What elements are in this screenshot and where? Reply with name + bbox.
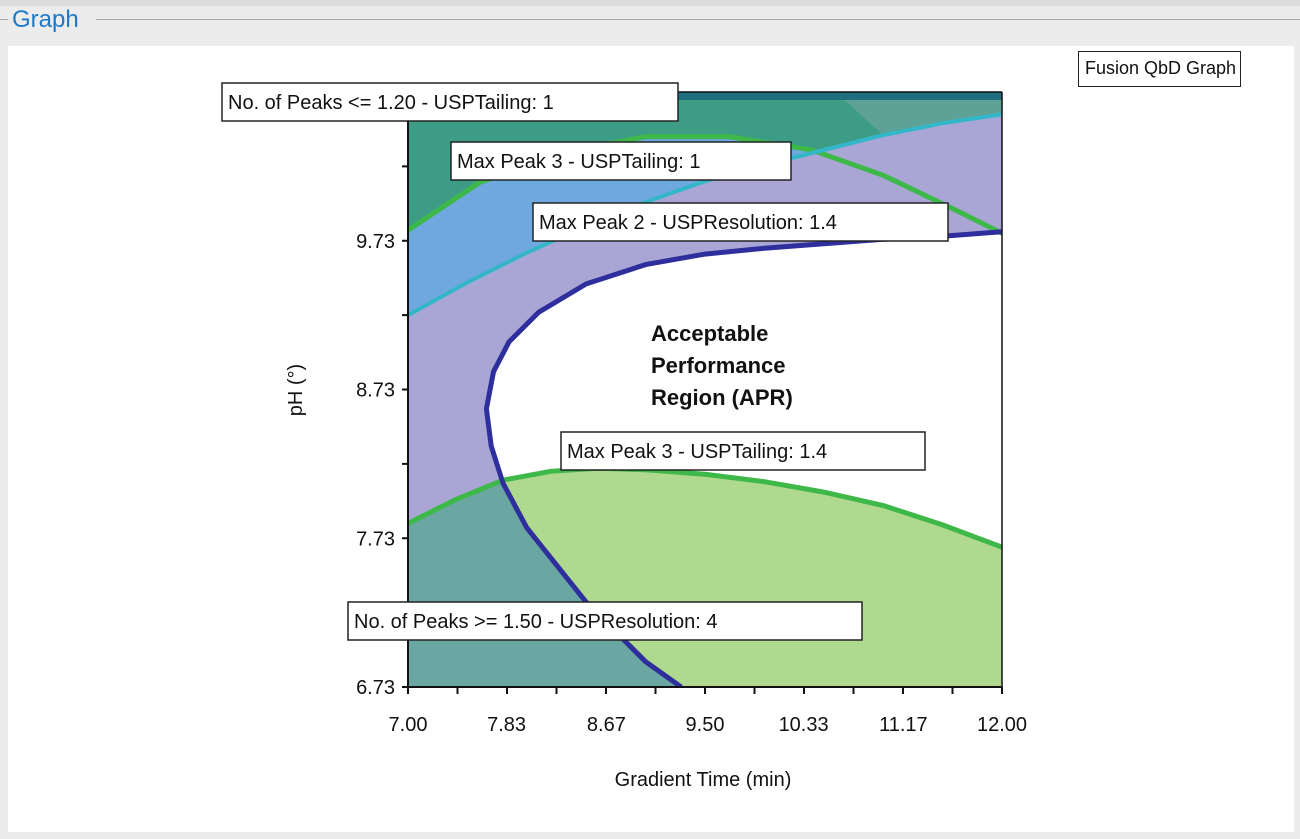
label-peaks-resolution-4: No. of Peaks >= 1.50 - USPResolution: 4 [347,601,863,641]
label-text: No. of Peaks <= 1.20 - USPTailing: 1 [228,92,554,114]
label-text: Max Peak 2 - USPResolution: 1.4 [539,212,837,234]
chart-badge: Fusion QbD Graph [1078,51,1242,87]
y-tick-label: 8.73 [356,380,395,402]
x-tick-label: 11.17 [879,714,928,736]
contour-line-resolution-4 [483,229,1002,687]
y-tick-label: 7.73 [356,528,395,550]
x-tick-label: 10.33 [779,714,829,736]
x-tick-label: 12.00 [977,714,1027,736]
apr-annotation: Acceptable Performance Region (APR) [651,321,793,410]
region-dark-band [408,92,1002,100]
label-text: No. of Peaks >= 1.50 - USPResolution: 4 [354,611,718,633]
contour-line-tailing-1-4 [408,465,1002,550]
label-box [560,431,926,471]
label-peak2-resolution-1-4: Max Peak 2 - USPResolution: 1.4 [532,202,949,242]
apr-label-line: Region (APR) [651,385,793,410]
label-box [450,141,792,181]
label-peak3-tailing-1: Max Peak 3 - USPTailing: 1 [450,141,792,181]
x-tick-label: 8.67 [587,714,626,736]
x-tick-label: 9.50 [686,714,725,736]
y-axis-label: pH (°) [285,364,307,416]
label-peak3-tailing-1-4: Max Peak 3 - USPTailing: 1.4 [560,431,926,471]
label-peaks-tailing-1: No. of Peaks <= 1.20 - USPTailing: 1 [221,82,679,122]
y-tick-label: 6.73 [356,677,395,699]
apr-label-line: Acceptable [651,321,768,346]
x-tick-label: 7.00 [389,714,428,736]
region-overlap-top [835,92,1002,136]
group-title: Graph [12,6,79,33]
y-tick-label: 9.73 [356,231,395,253]
apr-label-line: Performance [651,353,786,378]
x-tick-label: 7.83 [487,714,526,736]
window-top-strip [0,0,1300,6]
label-text: Max Peak 3 - USPTailing: 1 [457,151,700,173]
x-axis-label: Gradient Time (min) [615,769,792,791]
group-border-right [96,19,1300,20]
contour-line-resolution-1-4 [408,112,1002,317]
label-text: Max Peak 3 - USPTailing: 1.4 [567,441,827,463]
label-box [347,601,863,641]
label-box [532,202,949,242]
group-border-left [0,19,8,20]
label-box [221,82,679,122]
